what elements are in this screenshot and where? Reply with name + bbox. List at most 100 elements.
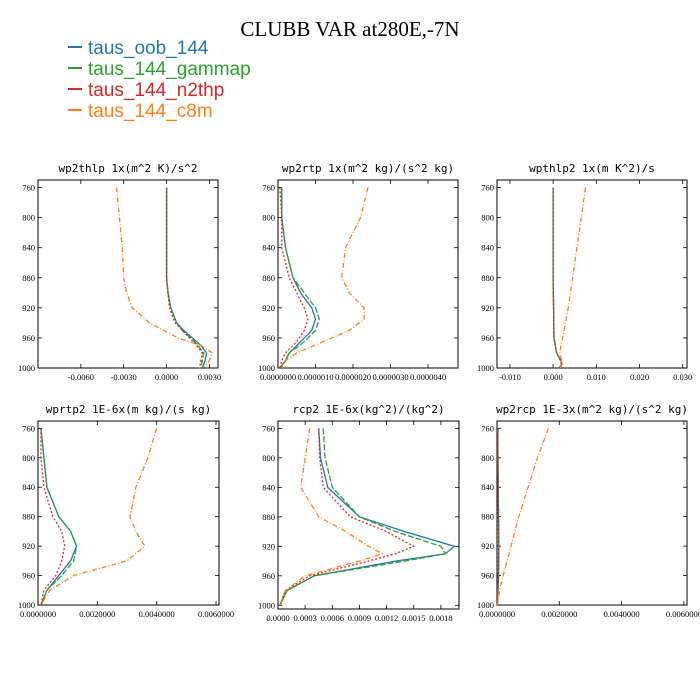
y-tick-label: 1000 xyxy=(258,363,275,373)
series-line-taus-144-n2thp xyxy=(165,187,203,368)
y-tick-label: 920 xyxy=(22,541,35,551)
legend-item-taus-144-n2thp: taus_144_n2thp xyxy=(68,80,224,101)
y-tick-label: 960 xyxy=(262,571,275,581)
plot-frame xyxy=(277,179,459,369)
y-tick-label: 760 xyxy=(481,423,494,433)
y-tick-label: 880 xyxy=(481,273,494,283)
series-line-taus-144-n2thp xyxy=(552,187,563,368)
y-tick-label: 920 xyxy=(481,541,494,551)
series-line-taus-144-n2thp xyxy=(279,187,309,368)
x-tick-label: 0.030 xyxy=(673,372,692,382)
panel-title: wpthlp2 1x(m K^2)/s xyxy=(529,162,655,175)
panel-title: wp2rcp 1E-3x(m^2 kg)/(s^2 kg) xyxy=(496,403,688,416)
y-tick-label: 800 xyxy=(262,453,275,463)
y-tick-label: 920 xyxy=(481,303,494,313)
y-tick-label: 880 xyxy=(481,512,494,522)
x-tick-label: 0.0020000 xyxy=(541,609,577,619)
x-tick-label: 0.0000000 xyxy=(20,609,56,619)
x-tick-label: 0.0000000 xyxy=(479,609,515,619)
y-tick-label: 920 xyxy=(262,541,275,551)
y-tick-label: 800 xyxy=(22,213,35,223)
y-tick-label: 920 xyxy=(22,303,35,313)
y-tick-label: 880 xyxy=(22,273,35,283)
series-line-taus-144-n2thp xyxy=(279,428,416,606)
x-tick-label: 0.0003 xyxy=(293,613,316,623)
y-tick-label: 760 xyxy=(22,423,35,433)
series-line-taus-144-c8m xyxy=(281,187,369,368)
x-tick-label: 0.0000 xyxy=(155,372,178,382)
series-line-taus-144-gammap xyxy=(497,428,500,605)
chart-panel-2: wp2rtp 1x(m^2 kg)/(s^2 kg) 760 800 840 880 92… xyxy=(258,162,459,382)
y-tick-label: 1000 xyxy=(258,600,275,610)
y-tick-label: 1000 xyxy=(18,600,35,610)
legend-label: taus_144_c8m xyxy=(88,101,213,122)
series-line-taus-144-c8m xyxy=(497,428,549,605)
x-tick-label: 0.0000030 xyxy=(372,372,408,382)
panel-title: wprtp2 1E-6x(m kg)/(s kg) xyxy=(46,403,212,416)
y-tick-label: 800 xyxy=(262,213,275,223)
x-tick-label: 0.0015 xyxy=(402,613,425,623)
series-line-taus-144-gammap xyxy=(40,428,78,605)
x-tick-label: -0.0030 xyxy=(111,372,137,382)
chart-panel-4: wprtp2 1E-6x(m kg)/(s kg) 760 800 840 880 920… xyxy=(18,403,234,619)
legend-label: taus_144_gammap xyxy=(88,59,251,80)
legend-item-taus-144-c8m: taus_144_c8m xyxy=(68,101,213,122)
plot-frame xyxy=(37,179,219,369)
series-line-taus-144-gammap xyxy=(279,428,447,606)
y-tick-label: 880 xyxy=(262,273,275,283)
x-tick-label: 0.010 xyxy=(587,372,606,382)
y-tick-label: 840 xyxy=(481,482,494,492)
y-tick-label: 920 xyxy=(262,303,275,313)
x-tick-label: 0.0000020 xyxy=(335,372,371,382)
x-tick-label: 0.0009 xyxy=(348,613,371,623)
y-tick-label: 760 xyxy=(262,423,275,433)
chart-panel-1: wp2thlp 1x(m^2 K)/s^2 760 800 840 880 920 960 1… xyxy=(18,162,221,382)
y-tick-label: 880 xyxy=(22,512,35,522)
x-tick-label: 0.0000 xyxy=(266,613,289,623)
x-tick-label: 0.0060000 xyxy=(666,609,700,619)
series-line-taus-144-c8m xyxy=(558,187,587,368)
panel-title: wp2rtp 1x(m^2 kg)/(s^2 kg) xyxy=(282,162,454,175)
x-tick-label: 0.0018 xyxy=(429,613,452,623)
y-tick-label: 880 xyxy=(262,512,275,522)
x-tick-label: 0.0040000 xyxy=(604,609,640,619)
y-tick-label: 960 xyxy=(481,333,494,343)
legend: taus_oob_144 taus_144_gammap taus_144_n2… xyxy=(68,38,251,122)
plot-frame xyxy=(496,420,688,606)
y-tick-label: 840 xyxy=(262,243,275,253)
y-tick-label: 1000 xyxy=(477,363,494,373)
series-line-taus-144-n2thp xyxy=(40,428,66,605)
y-tick-label: 760 xyxy=(22,183,35,193)
y-tick-label: 1000 xyxy=(477,600,494,610)
y-tick-label: 840 xyxy=(22,482,35,492)
legend-label: taus_oob_144 xyxy=(88,38,209,59)
x-tick-label: 0.0020000 xyxy=(79,609,115,619)
x-tick-label: 0.0012 xyxy=(375,613,398,623)
y-tick-label: 840 xyxy=(481,243,494,253)
panel-title: wp2thlp 1x(m^2 K)/s^2 xyxy=(58,162,197,175)
legend-label: taus_144_n2thp xyxy=(88,80,224,101)
x-tick-label: -0.010 xyxy=(499,372,521,382)
y-tick-label: 960 xyxy=(22,571,35,581)
y-tick-label: 800 xyxy=(22,453,35,463)
figure-title: CLUBB VAR at280E,-7N xyxy=(240,17,459,41)
y-tick-label: 840 xyxy=(22,243,35,253)
series-line-taus-144-gammap xyxy=(279,187,320,368)
legend-item-taus-oob-144: taus_oob_144 xyxy=(68,38,209,59)
series-line-taus-oob-144 xyxy=(165,187,208,368)
y-tick-label: 960 xyxy=(22,333,35,343)
y-tick-label: 760 xyxy=(262,183,275,193)
x-tick-label: 0.0006 xyxy=(321,613,344,623)
chart-panel-5: rcp2 1E-6x(kg^2)/(kg^2) 760 800 840 880 920 96… xyxy=(258,403,460,623)
series-line-taus-oob-144 xyxy=(279,428,456,606)
series-line-taus-144-c8m xyxy=(115,187,214,368)
y-tick-label: 760 xyxy=(481,183,494,193)
chart-panel-3: wpthlp2 1x(m K^2)/s 760 800 840 880 920 960 100… xyxy=(477,162,692,382)
x-tick-label: 0.0000040 xyxy=(410,372,446,382)
plot-frame xyxy=(277,420,460,610)
plot-frame xyxy=(496,179,688,369)
panel-title: rcp2 1E-6x(kg^2)/(kg^2) xyxy=(292,403,444,416)
x-tick-label: 0.0030 xyxy=(198,372,221,382)
x-tick-label: 0.0000010 xyxy=(297,372,333,382)
